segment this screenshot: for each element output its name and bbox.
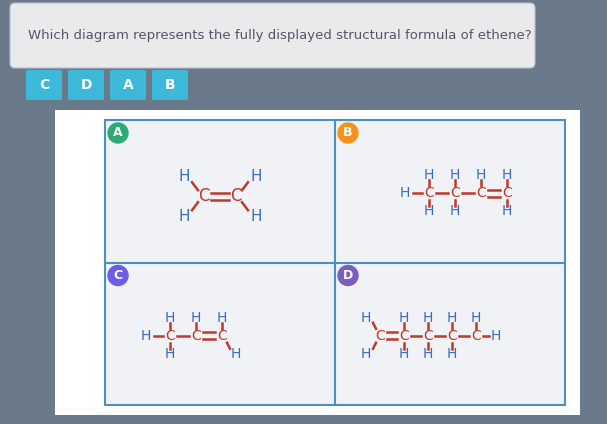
- Text: H: H: [491, 329, 501, 343]
- Text: H: H: [450, 204, 460, 218]
- Text: C: C: [375, 329, 385, 343]
- Text: H: H: [400, 186, 410, 200]
- Text: B: B: [343, 126, 353, 139]
- Text: C: C: [39, 78, 49, 92]
- Text: Which diagram represents the fully displayed structural formula of ethene?: Which diagram represents the fully displ…: [28, 30, 532, 42]
- Text: H: H: [502, 204, 512, 218]
- Text: A: A: [113, 126, 123, 139]
- Text: C: C: [114, 269, 123, 282]
- Text: A: A: [123, 78, 134, 92]
- FancyBboxPatch shape: [10, 3, 535, 68]
- Text: H: H: [361, 311, 371, 325]
- Text: C: C: [191, 329, 201, 343]
- Circle shape: [108, 265, 128, 285]
- Text: C: C: [165, 329, 175, 343]
- Text: C: C: [471, 329, 481, 343]
- FancyBboxPatch shape: [55, 110, 580, 415]
- Circle shape: [338, 123, 358, 143]
- FancyBboxPatch shape: [152, 70, 188, 100]
- Text: H: H: [399, 311, 409, 325]
- Text: H: H: [502, 168, 512, 182]
- Text: C: C: [450, 186, 460, 200]
- Text: H: H: [424, 168, 434, 182]
- Text: C: C: [198, 187, 210, 205]
- Text: H: H: [424, 204, 434, 218]
- FancyBboxPatch shape: [68, 70, 104, 100]
- Text: H: H: [191, 311, 201, 325]
- Text: C: C: [502, 186, 512, 200]
- Text: C: C: [217, 329, 227, 343]
- Text: H: H: [165, 311, 175, 325]
- Text: H: H: [399, 347, 409, 361]
- Text: H: H: [250, 209, 262, 224]
- Text: H: H: [423, 311, 433, 325]
- Text: C: C: [423, 329, 433, 343]
- Text: H: H: [178, 169, 190, 184]
- Text: H: H: [423, 347, 433, 361]
- Text: H: H: [450, 168, 460, 182]
- Text: B: B: [164, 78, 175, 92]
- Text: H: H: [165, 347, 175, 361]
- Text: C: C: [230, 187, 242, 205]
- Text: H: H: [217, 311, 227, 325]
- Text: C: C: [424, 186, 434, 200]
- Text: H: H: [447, 347, 457, 361]
- Text: H: H: [250, 169, 262, 184]
- Text: H: H: [141, 329, 151, 343]
- Text: D: D: [343, 269, 353, 282]
- FancyBboxPatch shape: [26, 70, 62, 100]
- Text: H: H: [476, 168, 486, 182]
- Text: H: H: [447, 311, 457, 325]
- Text: H: H: [471, 311, 481, 325]
- Text: C: C: [399, 329, 409, 343]
- FancyBboxPatch shape: [105, 120, 565, 405]
- Text: H: H: [231, 347, 241, 361]
- Text: C: C: [447, 329, 457, 343]
- Text: H: H: [361, 347, 371, 361]
- Circle shape: [338, 265, 358, 285]
- Text: H: H: [178, 209, 190, 224]
- Circle shape: [108, 123, 128, 143]
- FancyBboxPatch shape: [110, 70, 146, 100]
- Text: C: C: [476, 186, 486, 200]
- Text: D: D: [80, 78, 92, 92]
